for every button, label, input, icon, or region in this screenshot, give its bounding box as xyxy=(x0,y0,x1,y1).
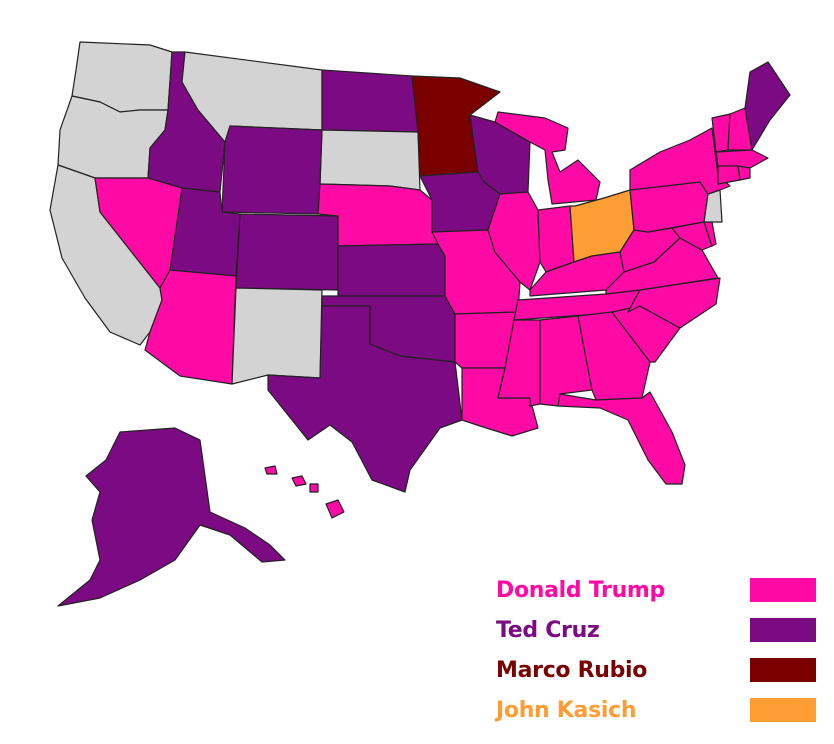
state-massachusetts[interactable] xyxy=(715,149,769,169)
legend-label-cruz: Ted Cruz xyxy=(496,617,600,643)
state-kansas[interactable] xyxy=(337,243,446,297)
state-michigan[interactable] xyxy=(494,111,601,205)
state-new-mexico[interactable] xyxy=(231,287,323,385)
state-florida[interactable] xyxy=(557,391,686,485)
legend-label-trump: Donald Trump xyxy=(496,577,666,603)
legend-label-rubio: Marco Rubio xyxy=(496,657,648,683)
legend-swatch-trump xyxy=(750,578,816,602)
state-wyoming[interactable] xyxy=(221,125,323,215)
state-indiana[interactable] xyxy=(537,205,575,273)
state-maryland[interactable] xyxy=(671,221,713,251)
legend-item-kasich: John Kasich xyxy=(496,690,816,730)
state-rhode-island[interactable] xyxy=(737,165,751,181)
state-texas[interactable] xyxy=(267,305,463,493)
legend-label-kasich: John Kasich xyxy=(496,697,637,723)
legend-item-trump: Donald Trump xyxy=(496,570,816,610)
legend-swatch-cruz xyxy=(750,618,816,642)
state-hawaii[interactable] xyxy=(264,465,345,519)
state-south-dakota[interactable] xyxy=(319,129,421,191)
state-maine[interactable] xyxy=(744,61,791,151)
legend-item-cruz: Ted Cruz xyxy=(496,610,816,650)
state-north-carolina[interactable] xyxy=(627,277,721,329)
state-north-dakota[interactable] xyxy=(321,69,419,133)
legend-swatch-kasich xyxy=(750,698,816,722)
state-alaska[interactable] xyxy=(57,427,286,607)
legend-swatch-rubio xyxy=(750,658,816,682)
state-colorado[interactable] xyxy=(235,213,339,291)
legend-item-rubio: Marco Rubio xyxy=(496,650,816,690)
state-connecticut[interactable] xyxy=(717,165,741,185)
legend: Donald Trump Ted Cruz Marco Rubio John K… xyxy=(496,570,816,730)
